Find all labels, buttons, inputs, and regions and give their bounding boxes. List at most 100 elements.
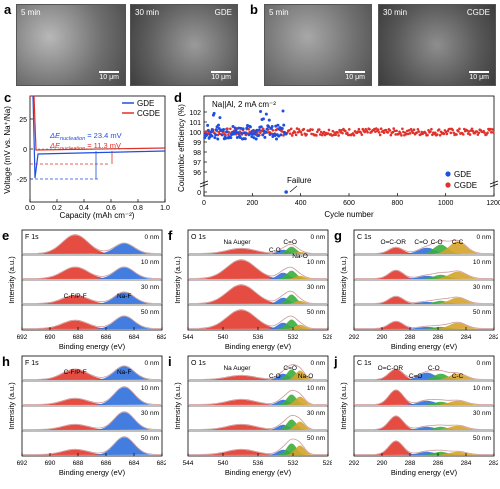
cgde-point: [412, 128, 416, 131]
y-ticks: -25 0 25: [17, 117, 33, 184]
fitted-peak: [432, 373, 483, 380]
y-tick-label: 25: [19, 117, 27, 124]
x-tick-label: 290: [377, 334, 388, 341]
fitted-peak: [375, 441, 417, 455]
cgde-point: [315, 134, 318, 137]
y-tick-label: 0: [23, 147, 27, 154]
x-axis-label: Binding energy (eV): [391, 468, 458, 477]
x-tick-label: 686: [101, 334, 112, 341]
cgde-point: [224, 133, 227, 137]
x-tick-label: 284: [461, 334, 472, 341]
cgde-point: [360, 133, 364, 136]
x-tick-label: 544: [183, 334, 194, 341]
y-tick-label: 98: [193, 150, 201, 157]
gde-point: [210, 134, 214, 138]
envelope-curve: [22, 291, 162, 304]
y-tick-label: 0: [197, 190, 201, 197]
cgde-point: [384, 128, 388, 132]
gde-point: [235, 136, 239, 140]
cgde-point: [394, 133, 397, 136]
fitted-peak: [37, 369, 113, 380]
x-tick-label: 400: [295, 200, 307, 207]
depth-label: 50 nm: [307, 309, 325, 316]
cgde-point: [305, 133, 309, 136]
gde-point: [214, 133, 218, 137]
cgde-point: [445, 132, 449, 136]
peak-label: Na-F: [117, 293, 131, 300]
cgde-point: [393, 129, 396, 133]
fitted-peak: [37, 449, 113, 455]
cgde-point: [408, 132, 412, 135]
cgde-point: [311, 128, 314, 131]
cgde-point: [293, 131, 297, 134]
cgde-point: [226, 127, 229, 131]
cgde-point: [430, 127, 433, 131]
depth-label: 0 nm: [145, 234, 159, 241]
peak-label: C=O: [283, 365, 297, 372]
cgde-point: [402, 130, 405, 134]
x-tick-label: 288: [405, 460, 416, 467]
x-ticks: 0 200 400 600 800 1000 1200: [202, 193, 500, 207]
x-tick-label: 690: [45, 334, 56, 341]
cgde-point: [468, 133, 472, 136]
fitted-peak: [37, 235, 113, 254]
gde-point: [232, 130, 236, 134]
peak-label: C-O: [269, 247, 281, 254]
cgde-point: [299, 130, 303, 134]
gde-point: [259, 125, 263, 129]
envelope-curve: [354, 269, 494, 279]
cgde-point: [375, 127, 378, 130]
fitted-peak: [375, 296, 417, 304]
x-axis-label: Binding energy (eV): [391, 342, 458, 351]
cgde-point: [204, 130, 208, 133]
x-tick-label: 292: [349, 460, 360, 467]
envelope-curve: [354, 389, 494, 405]
y-tick-label: 97: [193, 160, 201, 167]
cgde-point: [288, 132, 292, 135]
fitted-peak: [375, 390, 417, 405]
gde-point: [268, 132, 272, 136]
element-label: C 1s: [357, 360, 372, 367]
peak-label: C-O: [431, 239, 443, 246]
depth-label: 50 nm: [141, 309, 159, 316]
fitted-peak: [285, 396, 315, 405]
cgde-point: [376, 128, 380, 131]
cgde-point: [336, 131, 339, 134]
y-ticks: 0 96 97 98 99 100 101 102: [189, 110, 499, 197]
y-axis-label: Intensity (a.u.): [7, 256, 16, 304]
fitted-peak: [375, 416, 417, 430]
envelope-curve: [22, 266, 162, 279]
cgde-point: [297, 128, 301, 131]
gde-point: [203, 136, 207, 140]
cgde-point: [455, 133, 458, 136]
annotation-cgde: ΔEnucleation = 11.3 mV: [49, 141, 121, 152]
cgde-point: [347, 128, 351, 131]
x-tick-label: 286: [433, 334, 444, 341]
legend-cgde: CGDE: [454, 181, 477, 190]
gde-point: [205, 132, 209, 136]
cgde-point: [366, 130, 369, 134]
xps-panel-j: j Intensity (a.u.) 0 nm 10 nm 30 nm 50 nm C 1s…: [333, 354, 498, 477]
coulombic-efficiency-chart: d Coulombic efficiency (%) Na||Al, 2 mA …: [174, 90, 500, 219]
gde-point: [243, 137, 247, 141]
panel-label-e: e: [2, 228, 9, 243]
fitted-peak: [199, 399, 284, 405]
cgde-point: [341, 131, 344, 135]
x-tick-label: 0: [202, 200, 206, 207]
sem-sample-tag: CGDE: [466, 8, 490, 17]
cgde-point: [417, 130, 421, 133]
cgde-point: [426, 133, 429, 137]
cgde-point: [437, 128, 441, 131]
cgde-point: [288, 129, 291, 132]
x-tick-label: 536: [253, 460, 264, 467]
x-tick-label: 688: [73, 460, 84, 467]
fitted-peak: [37, 267, 113, 279]
cgde-point: [216, 133, 220, 137]
cgde-point: [462, 133, 465, 136]
depth-label: 30 nm: [473, 410, 491, 417]
fitted-peak: [285, 445, 315, 455]
x-tick-label: 536: [253, 334, 264, 341]
cgde-point: [416, 127, 420, 131]
cgde-point: [483, 131, 486, 135]
fitted-peak: [37, 320, 113, 329]
